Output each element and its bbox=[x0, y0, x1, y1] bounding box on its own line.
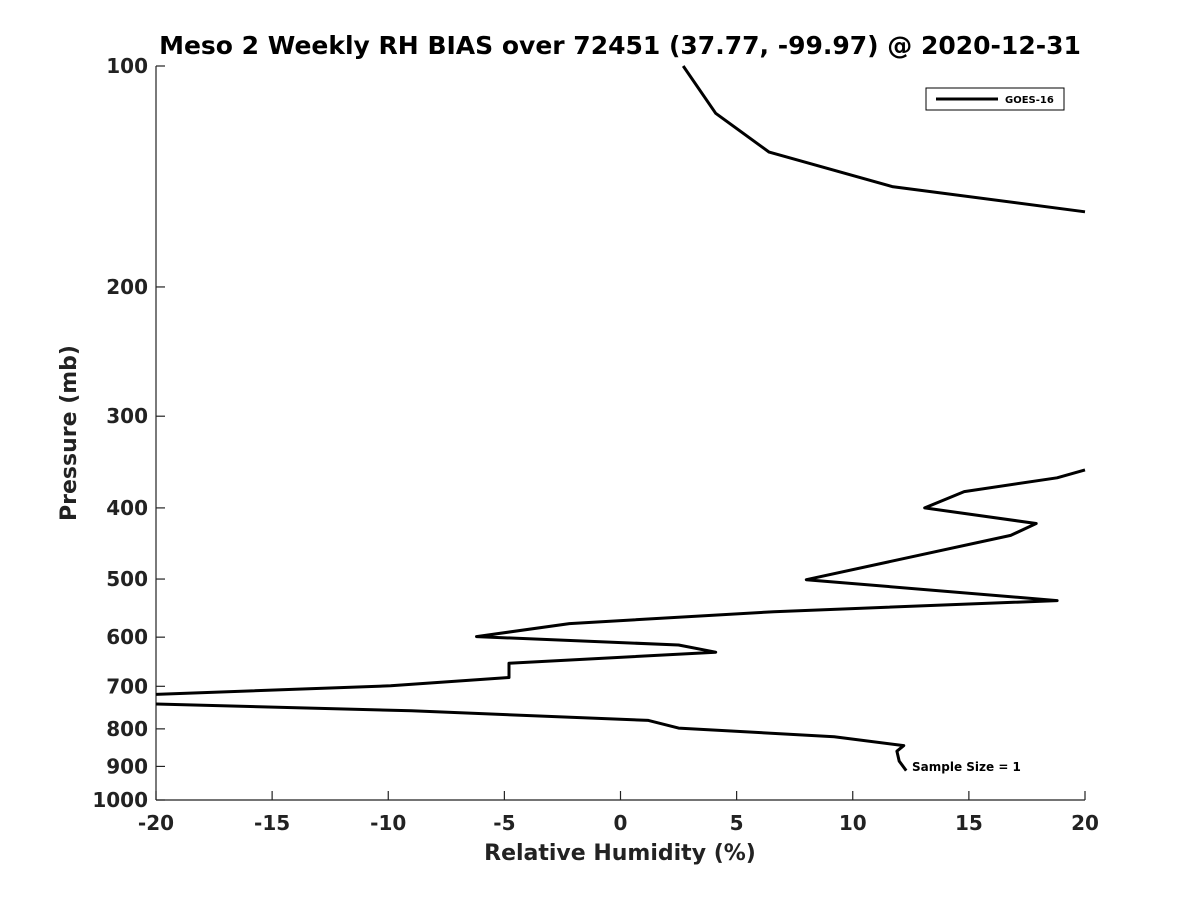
chart-title: Meso 2 Weekly RH BIAS over 72451 (37.77,… bbox=[159, 31, 1081, 60]
y-tick-label: 300 bbox=[106, 404, 148, 428]
y-tick-label: 700 bbox=[106, 674, 148, 698]
legend: GOES-16 bbox=[925, 87, 1065, 111]
x-tick-label: -20 bbox=[138, 811, 174, 835]
x-tick-label: 20 bbox=[1071, 811, 1099, 835]
y-tick-label: 800 bbox=[106, 717, 148, 741]
legend-label-goes16: GOES-16 bbox=[1005, 95, 1054, 106]
y-axis-label: Pressure (mb) bbox=[57, 345, 82, 521]
x-tick-label: 0 bbox=[614, 811, 628, 835]
x-tick-label: 10 bbox=[839, 811, 867, 835]
y-tick-label: 1000 bbox=[92, 788, 148, 812]
x-tick-label: -5 bbox=[493, 811, 515, 835]
series-layer bbox=[155, 65, 1086, 772]
y-tick-label: 100 bbox=[106, 54, 148, 78]
y-tick-label: 900 bbox=[106, 754, 148, 778]
x-tick-label: 15 bbox=[955, 811, 983, 835]
x-tick-label: -15 bbox=[254, 811, 290, 835]
x-ticks: -20 -15 -10 -5 0 5 10 15 20 bbox=[138, 791, 1099, 835]
y-tick-label: 500 bbox=[106, 567, 148, 591]
y-tick-label: 400 bbox=[106, 496, 148, 520]
sample-size-annotation: Sample Size = 1 bbox=[912, 760, 1021, 774]
x-axis-label: Relative Humidity (%) bbox=[484, 841, 756, 866]
series-line-goes-16 bbox=[155, 65, 1086, 772]
x-tick-label: -10 bbox=[370, 811, 406, 835]
y-tick-label: 600 bbox=[106, 625, 148, 649]
y-tick-label: 200 bbox=[106, 275, 148, 299]
x-tick-label: 5 bbox=[730, 811, 744, 835]
y-ticks: 100 200 300 400 500 600 700 800 900 1000 bbox=[92, 54, 165, 812]
